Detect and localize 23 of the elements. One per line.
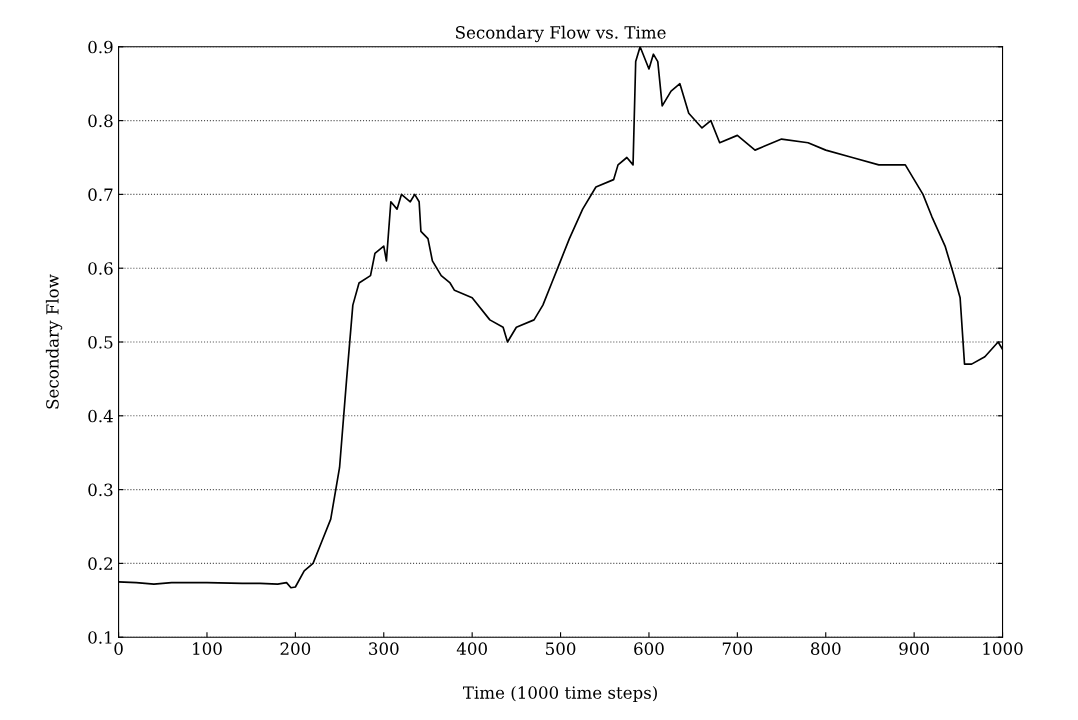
- y-tick-label: 0.5: [88, 335, 113, 349]
- x-tick-label: 1000: [983, 642, 1023, 655]
- y-tick-label: 0.2: [88, 557, 113, 570]
- y-tick-label: 0.1: [88, 631, 112, 644]
- x-tick-label: 400: [456, 642, 487, 655]
- x-tick-label: 100: [193, 642, 222, 655]
- x-tick-label: 500: [546, 642, 576, 655]
- x-tick-label: 200: [280, 642, 311, 655]
- chart-title: Secondary Flow vs. Time: [456, 25, 666, 43]
- y-axis-title: Secondary Flow: [45, 274, 63, 409]
- x-tick-label: 700: [722, 642, 753, 655]
- y-tick-label: 0.6: [88, 262, 113, 275]
- y-tick-label: 0.4: [88, 409, 113, 423]
- x-tick-label: 300: [369, 642, 399, 655]
- y-tick-label: 0.7: [88, 188, 113, 201]
- x-tick-label: 900: [899, 642, 929, 655]
- y-tick-label: 0.8: [88, 114, 113, 128]
- x-tick-label: 600: [634, 642, 664, 655]
- x-tick-label: 800: [810, 642, 841, 655]
- x-axis-title: Time (1000 time steps): [462, 685, 657, 703]
- y-tick-label: 0.3: [88, 483, 113, 497]
- x-tick-label: 0: [114, 642, 123, 655]
- y-tick-label: 0.9: [88, 40, 113, 54]
